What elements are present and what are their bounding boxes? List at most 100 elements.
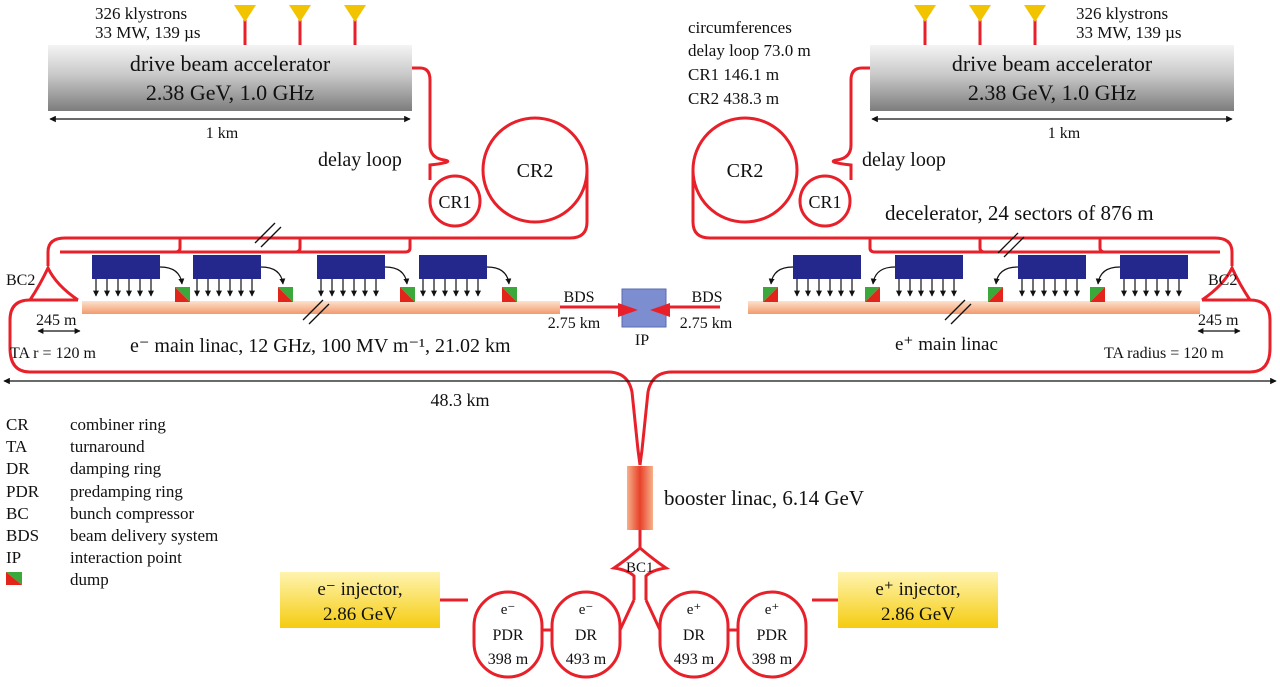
legend-desc: dump (70, 570, 109, 589)
e-minus-injector-line1: e⁻ injector, (317, 579, 402, 600)
legend-abbr: BC (6, 504, 29, 523)
left-cr1-label: CR1 (438, 192, 471, 212)
em-dr-name: DR (575, 627, 598, 644)
em-pdr-name: PDR (492, 627, 523, 644)
booster-linac (627, 466, 653, 530)
e-plus-linac-label: e⁺ main linac (895, 334, 998, 355)
legend-desc: interaction point (70, 548, 182, 567)
bds-left-label: BDS (563, 289, 594, 306)
legend-desc: predamping ring (70, 482, 183, 501)
left-accel-line1: drive beam accelerator (130, 51, 331, 76)
module-block (763, 255, 861, 302)
left-1km-label: 1 km (206, 125, 239, 142)
module-block (193, 255, 293, 302)
booster-linac-label: booster linac, 6.14 GeV (664, 486, 864, 510)
ep-pdr-particle: e⁺ (765, 602, 780, 618)
em-pdr-ring (472, 590, 544, 679)
bc1-label: BC1 (626, 560, 654, 576)
bds-right-label: BDS (691, 289, 722, 306)
right-accel-line1: drive beam accelerator (952, 51, 1153, 76)
ep-dr-particle: e⁺ (687, 602, 702, 618)
right-delay-loop-label: delay loop (862, 149, 946, 171)
right-cr1-label: CR1 (808, 192, 841, 212)
e-plus-injector-line2: 2.86 GeV (881, 604, 955, 625)
right-decelerator-modules (763, 255, 1188, 302)
ta-left-label: TA r = 120 m (10, 345, 97, 362)
dump-legend-icon (6, 572, 22, 585)
legend-abbr: TA (6, 437, 28, 456)
legend-abbr: PDR (6, 482, 40, 501)
bc2-left-wiggle (28, 264, 79, 302)
legend-desc: damping ring (70, 459, 162, 478)
right-drive-beam-accelerator (870, 45, 1234, 111)
len-245-right-label: 245 m (1198, 312, 1239, 329)
ep-dr-name: DR (683, 627, 706, 644)
right-klystrons (914, 5, 1046, 45)
legend-desc: bunch compressor (70, 504, 195, 523)
legend-abbr: BDS (6, 526, 39, 545)
legend-desc: turnaround (70, 437, 145, 456)
ip-collision-arrows (618, 303, 670, 317)
legend-abbr: IP (6, 548, 21, 567)
left-delay-loop-label: delay loop (318, 149, 402, 171)
right-klystrons-line1: 326 klystrons (1076, 4, 1168, 23)
circumferences-cr1: CR1 146.1 m (688, 65, 779, 84)
e-plus-main-linac (748, 301, 1200, 314)
legend-desc: combiner ring (70, 415, 166, 434)
circumferences-cr2: CR2 438.3 m (688, 89, 779, 108)
module-block (1090, 255, 1188, 302)
e-minus-main-linac (82, 301, 560, 314)
module-block (419, 255, 517, 302)
ep-pdr-length: 398 m (752, 651, 793, 668)
right-return-loop (691, 170, 1234, 266)
e-minus-injector (280, 572, 440, 628)
e-minus-linac-label: e⁻ main linac, 12 GHz, 100 MV m⁻¹, 21.02… (130, 335, 511, 357)
right-drive-beam-path (831, 66, 870, 180)
decelerator-label: decelerator, 24 sectors of 876 m (885, 201, 1154, 225)
e-plus-injector (838, 572, 998, 628)
right-klystrons-line2: 33 MW, 139 µs (1076, 23, 1182, 42)
bds-right-length: 2.75 km (680, 315, 733, 332)
total-length-label: 48.3 km (430, 390, 489, 410)
left-drive-beam-accelerator (48, 45, 412, 111)
em-pdr-particle: e⁻ (501, 602, 516, 618)
em-dr-particle: e⁻ (579, 602, 594, 618)
ep-pdr-name: PDR (756, 627, 787, 644)
bc2-right-wiggle (1201, 264, 1252, 302)
em-dr-length: 493 m (566, 651, 607, 668)
em-dr-ring (550, 590, 622, 679)
module-block (317, 255, 415, 302)
bc1-wiggle (609, 530, 642, 600)
legend-desc: beam delivery system (70, 526, 218, 545)
bds-left-length: 2.75 km (548, 315, 601, 332)
legend-abbr: DR (6, 459, 30, 478)
left-decelerator-modules (92, 255, 517, 302)
ep-dr-ring (658, 590, 730, 679)
break-marks (254, 222, 1025, 325)
bc2-left-label: BC2 (6, 272, 35, 289)
ip-label: IP (635, 332, 649, 349)
e-plus-injector-line1: e⁺ injector, (875, 579, 960, 600)
left-klystrons-line1: 326 klystrons (95, 4, 187, 23)
left-drive-beam-path (412, 66, 450, 180)
circumferences-title: circumferences (688, 18, 792, 37)
e-minus-injector-line2: 2.86 GeV (323, 604, 397, 625)
bc2-right-label: BC2 (1208, 272, 1237, 289)
left-cr1-ring (428, 174, 482, 228)
right-cr1-ring (798, 174, 852, 228)
beamlines (8, 66, 1272, 679)
right-cr2-label: CR2 (727, 160, 764, 182)
ep-dr-length: 493 m (674, 651, 715, 668)
right-accel-line2: 2.38 GeV, 1.0 GHz (968, 80, 1136, 105)
left-klystrons-line2: 33 MW, 139 µs (95, 23, 201, 42)
left-cr2-label: CR2 (517, 160, 554, 182)
em-pdr-length: 398 m (488, 651, 529, 668)
ep-pdr-ring (736, 590, 808, 679)
module-block (92, 255, 190, 302)
ta-right-label: TA radius = 120 m (1104, 345, 1224, 362)
left-accel-line2: 2.38 GeV, 1.0 GHz (146, 80, 314, 105)
circumferences-delay-loop: delay loop 73.0 m (688, 41, 811, 60)
module-block (988, 255, 1086, 302)
right-1km-label: 1 km (1048, 125, 1081, 142)
